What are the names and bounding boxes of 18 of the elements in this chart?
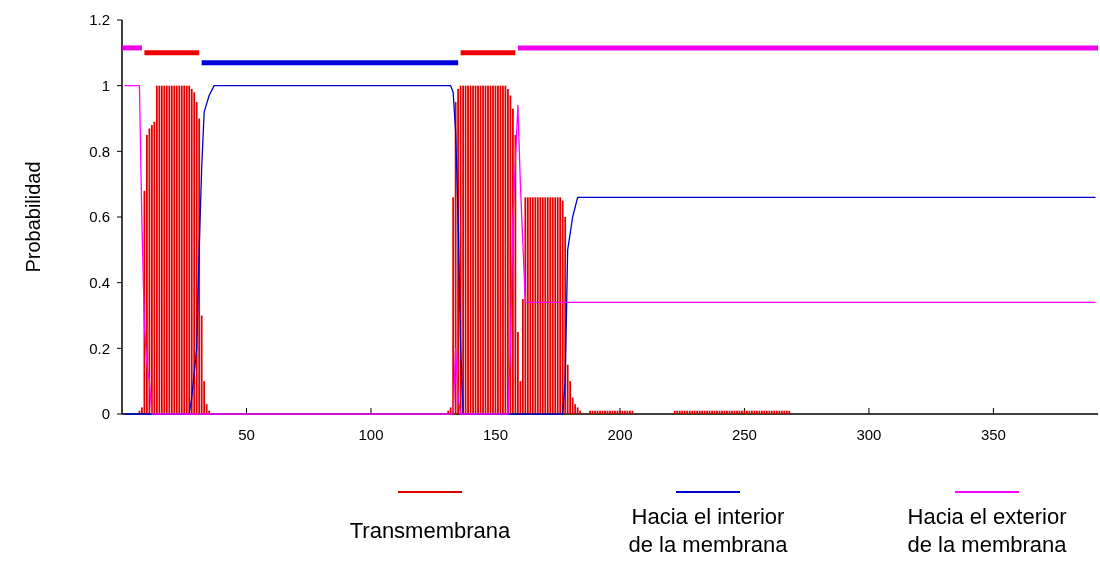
x-tick-label: 200 <box>607 426 633 443</box>
x-tick-label: 300 <box>856 426 882 443</box>
x-tick-label: 350 <box>980 426 1006 443</box>
y-tick-label: 0 <box>101 405 110 423</box>
y-tick-label: 0.8 <box>89 142 110 160</box>
y-axis-title: Probabilidad <box>22 161 44 273</box>
y-tick-label: 0.2 <box>89 339 110 357</box>
x-tick-label: 50 <box>238 426 255 443</box>
y-tick-label: 1.2 <box>89 11 110 29</box>
y-tick-label: 0.4 <box>89 273 110 291</box>
legend-label: Hacia el exterior de la membrana <box>907 503 1068 557</box>
y-tick-label: 0.6 <box>89 208 110 226</box>
y-tick-label: 1 <box>101 76 110 94</box>
legend-label: Hacia el interior de la membrana <box>628 503 789 557</box>
x-tick-label: 100 <box>358 426 384 443</box>
x-tick-label: 150 <box>482 426 508 443</box>
legend-label: Transmembrana <box>349 517 512 543</box>
x-tick-label: 250 <box>731 426 757 443</box>
